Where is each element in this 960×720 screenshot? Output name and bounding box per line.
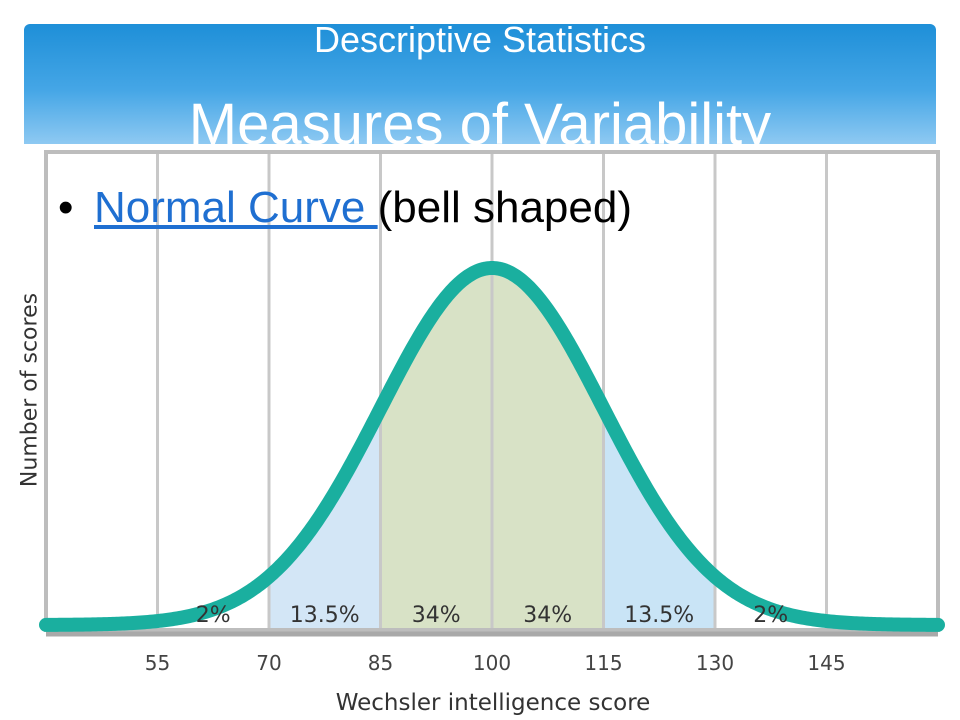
x-tick-label-115: 115: [584, 651, 622, 675]
y-axis-label: Number of scores: [17, 292, 43, 488]
region-label-4: 13.5%: [624, 603, 694, 628]
region-label-2: 34%: [412, 603, 461, 628]
x-tick-label-70: 70: [256, 651, 281, 675]
region-label-0: 2%: [196, 603, 231, 628]
x-tick-label-100: 100: [473, 651, 511, 675]
normal-curve-link[interactable]: Normal Curve: [94, 183, 378, 232]
region-label-3: 34%: [523, 603, 572, 628]
x-axis-label: Wechsler intelligence score: [335, 690, 651, 716]
bullet-point: • Normal Curve (bell shaped): [58, 182, 632, 234]
region-label-5: 2%: [753, 603, 788, 628]
x-tick-label-85: 85: [368, 651, 393, 675]
x-tick-label-55: 55: [145, 651, 170, 675]
region-label-1: 13.5%: [290, 603, 360, 628]
bell-curve-line: [39, 261, 945, 632]
bullet-icon: •: [58, 183, 74, 232]
bullet-rest-text: (bell shaped): [377, 183, 632, 232]
slide-header: Descriptive Statistics Measures of Varia…: [24, 19, 936, 154]
plot-frame: [44, 150, 940, 632]
x-tick-label-130: 130: [696, 651, 734, 675]
slide-subtitle: Descriptive Statistics: [313, 19, 647, 60]
x-tick-label-145: 145: [807, 651, 845, 675]
slide-title: Measures of Variability: [188, 92, 772, 157]
